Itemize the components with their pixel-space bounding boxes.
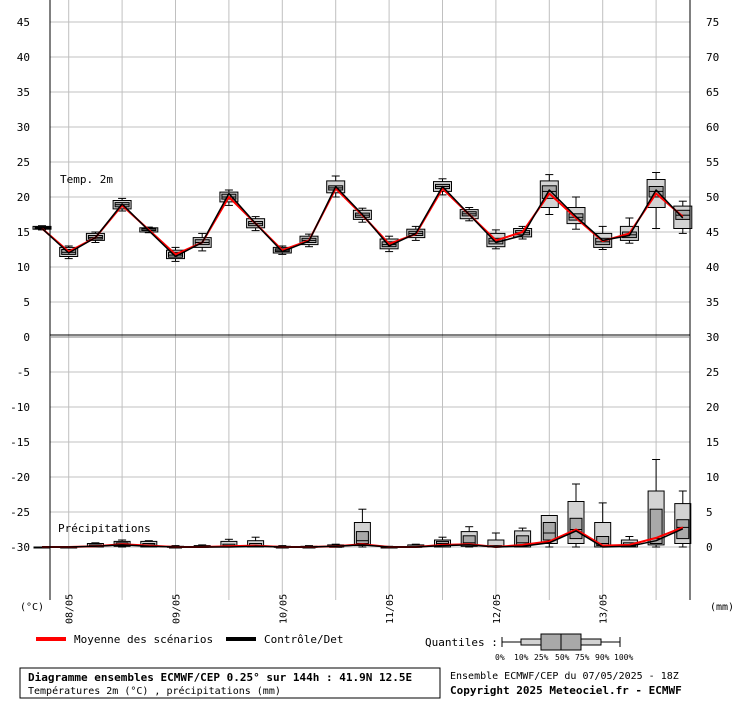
left-tick-label: 45 <box>17 16 30 29</box>
precip-control-line <box>42 528 684 548</box>
quantile-label-90: 90% <box>595 653 610 662</box>
left-tick-label: 30 <box>17 121 30 134</box>
temp-panel-label: Temp. 2m <box>60 173 113 186</box>
copyright: Copyright 2025 Meteociel.fr - ECMWF <box>450 684 682 697</box>
precip-box <box>647 459 665 548</box>
quantile-label-25: 25% <box>534 653 549 662</box>
left-tick-label: 5 <box>23 296 30 309</box>
title-box <box>19 667 441 699</box>
right-tick-label-precip: 20 <box>706 401 719 414</box>
left-tick-label: -10 <box>10 401 30 414</box>
left-tick-label: -5 <box>17 366 30 379</box>
quantile-label-75: 75% <box>575 653 590 662</box>
precip-q25-75 <box>542 522 556 541</box>
precip-q25-75 <box>569 517 583 540</box>
legend-mean-label: Moyenne des scénarios <box>74 633 213 646</box>
right-tick-label-precip: 25 <box>706 366 719 379</box>
left-tick-label: -20 <box>10 471 30 484</box>
quantile-label-10: 10% <box>514 653 529 662</box>
right-tick-label-temp: 75 <box>706 16 719 29</box>
right-unit-label: (mm) <box>710 602 734 613</box>
run-info: Ensemble ECMWF/CEP du 07/05/2025 - 18Z <box>450 671 679 682</box>
chart-axes <box>49 0 691 600</box>
right-tick-label-temp: 35 <box>706 296 719 309</box>
precip-box <box>594 502 612 548</box>
quantile-label-0: 0% <box>495 653 505 662</box>
x-tick-label: 08/05 <box>65 594 76 624</box>
right-tick-label-temp: 55 <box>706 156 719 169</box>
left-tick-label: 20 <box>17 191 30 204</box>
temp-box <box>619 217 639 244</box>
right-tick-label-precip: 10 <box>706 471 719 484</box>
right-tick-label-precip: 15 <box>706 436 719 449</box>
left-tick-label: 35 <box>17 86 30 99</box>
left-tick-label: 25 <box>17 156 30 169</box>
axis-ticks: 454035302520151050-5-10-15-20-25-3075706… <box>10 16 719 624</box>
quantiles-label: Quantiles : <box>425 636 498 649</box>
chart-subtitle: Températures 2m (°C) , précipitations (m… <box>28 685 281 697</box>
temp-q25-75 <box>541 185 557 199</box>
quantile-label-50: 50% <box>555 653 570 662</box>
left-tick-label: 0 <box>23 331 30 344</box>
right-tick-label-temp: 50 <box>706 191 719 204</box>
left-tick-label: 40 <box>17 51 30 64</box>
right-tick-label-temp: 30 <box>706 331 719 344</box>
precip-box <box>540 515 558 548</box>
precip-box <box>487 532 505 548</box>
x-tick-label: 12/05 <box>492 594 503 624</box>
quantile-label-100: 100% <box>614 653 633 662</box>
precip-box <box>567 483 585 548</box>
right-tick-label-precip: 5 <box>706 506 713 519</box>
right-tick-label-temp: 70 <box>706 51 719 64</box>
precip-box <box>353 508 371 548</box>
chart-grid <box>50 0 690 600</box>
chart-marks <box>32 172 693 549</box>
precip-q25-75 <box>355 531 369 544</box>
left-tick-label: -25 <box>10 506 30 519</box>
right-tick-label-temp: 60 <box>706 121 719 134</box>
x-tick-label: 13/05 <box>599 594 610 624</box>
precip-panel-label: Précipitations <box>58 522 151 535</box>
x-tick-label: 10/05 <box>278 594 289 624</box>
left-tick-label: -15 <box>10 436 30 449</box>
right-tick-label-temp: 65 <box>706 86 719 99</box>
right-tick-label-temp: 45 <box>706 226 719 239</box>
legend-control-label: Contrôle/Det <box>264 633 343 646</box>
temp-control-line <box>41 185 684 258</box>
x-tick-label: 09/05 <box>172 594 183 624</box>
quantile-legend-box <box>501 633 621 651</box>
x-tick-label: 11/05 <box>385 594 396 624</box>
precip-q25-75 <box>649 508 663 545</box>
left-tick-label: 10 <box>17 261 30 274</box>
right-tick-label-precip: 0 <box>706 541 713 554</box>
chart-title: Diagramme ensembles ECMWF/CEP 0.25° sur … <box>28 671 412 684</box>
left-tick-label: 15 <box>17 226 30 239</box>
right-tick-label-temp: 40 <box>706 261 719 274</box>
left-tick-label: -30 <box>10 541 30 554</box>
temp-box <box>593 225 613 250</box>
left-unit-label: (°C) <box>20 602 44 613</box>
precip-box <box>674 490 692 548</box>
